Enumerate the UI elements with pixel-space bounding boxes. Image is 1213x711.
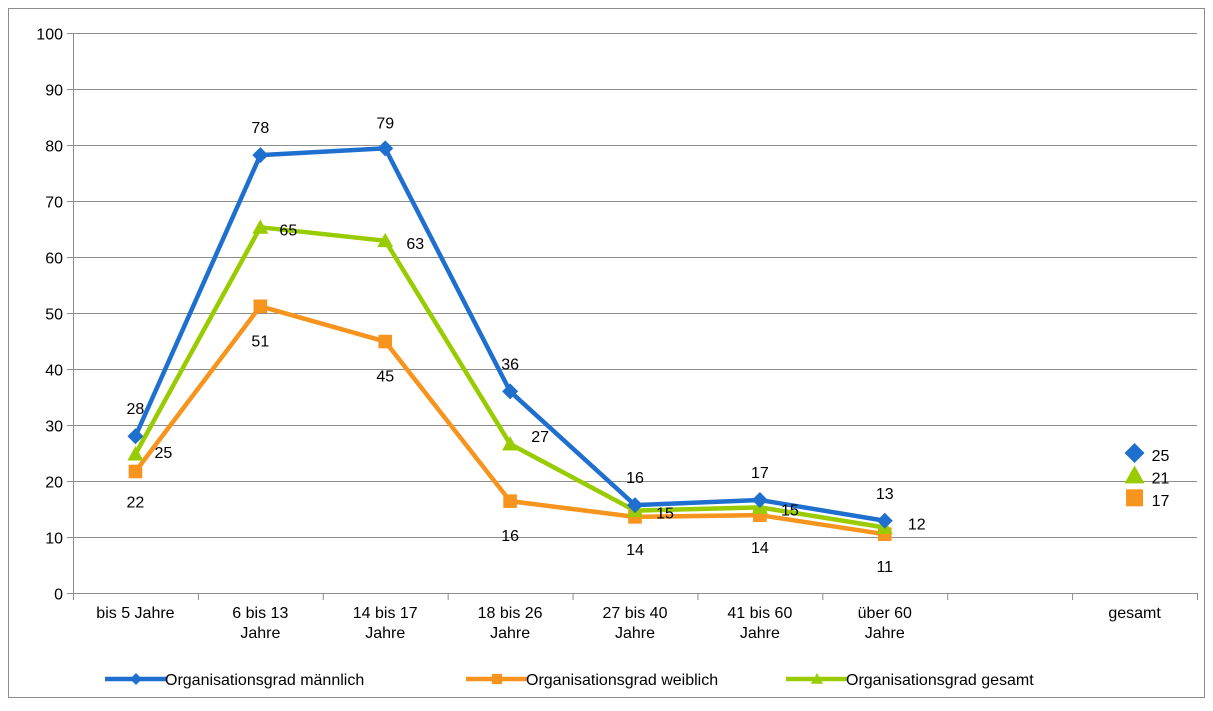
x-tick-label: Jahre: [865, 625, 905, 642]
x-tick-label: Jahre: [740, 625, 780, 642]
y-tick-label: 10: [45, 531, 63, 548]
data-label: 15: [656, 506, 674, 523]
legend-marker: [491, 673, 503, 685]
data-label: 21: [1152, 470, 1170, 487]
y-tick-label: 60: [45, 251, 63, 268]
data-point: [253, 299, 268, 314]
data-label: 12: [908, 516, 926, 533]
series-maennlich: [127, 140, 1145, 529]
y-tick-label: 20: [45, 475, 63, 492]
y-tick-label: 70: [45, 195, 63, 212]
x-tick-label: Jahre: [615, 625, 655, 642]
data-label: 16: [501, 528, 519, 545]
data-point: [751, 492, 768, 509]
data-point: [128, 464, 143, 479]
data-point: [503, 494, 517, 508]
legend-entry: Organisationsgrad weiblich: [466, 672, 718, 689]
data-label: 65: [279, 222, 297, 239]
data-label: 16: [626, 470, 644, 487]
data-point: [502, 383, 519, 400]
data-label: 63: [406, 236, 424, 253]
axes: 0 10 20 30 40 50 60 70 80 90 100 bis 5 Jahre 6 bis 1…: [36, 27, 1198, 642]
y-tick-label: 90: [45, 83, 63, 100]
x-tick-label: über 60: [858, 605, 912, 622]
x-tick-label: 41 bis 60: [727, 605, 792, 622]
data-label: 36: [501, 356, 519, 373]
x-tick-label: 18 bis 26: [478, 605, 543, 622]
y-tick-label: 40: [45, 363, 63, 380]
series-group: [127, 140, 1145, 541]
legend-entry: Organisationsgrad gesamt: [786, 672, 1034, 689]
legend-marker: [811, 673, 823, 684]
y-tick-label: 50: [45, 307, 63, 324]
data-label: 27: [531, 429, 549, 446]
x-tick-label: gesamt: [1108, 605, 1161, 622]
data-point: [127, 428, 144, 445]
x-tick-label: Jahre: [240, 625, 280, 642]
y-tick-label: 100: [36, 27, 63, 44]
data-label: 17: [1152, 493, 1170, 510]
chart-frame: [8, 8, 1205, 698]
gridlines: [73, 33, 1197, 538]
data-label: 13: [876, 486, 894, 503]
data-point: [377, 232, 394, 248]
data-point: [378, 334, 393, 349]
data-point: [377, 140, 394, 157]
legend-marker: [130, 673, 142, 685]
data-label: 79: [376, 115, 394, 132]
data-point: [502, 436, 519, 451]
data-label: 78: [251, 120, 269, 137]
data-point: [252, 219, 269, 234]
data-point: [627, 497, 643, 514]
data-label: 22: [127, 494, 145, 511]
data-label: 45: [376, 369, 394, 386]
data-labels: 28 78 79 36 16 17 13 25 22 51 45 16 14 14 11 17 25 65 63 27…: [127, 115, 1170, 576]
data-label: 17: [751, 465, 769, 482]
data-point: [1126, 489, 1144, 507]
x-tick-label: bis 5 Jahre: [96, 605, 174, 622]
data-label: 51: [251, 333, 269, 350]
legend-entry: Organisationsgrad männlich: [105, 672, 364, 689]
legend: Organisationsgrad männlich Organisationsg…: [105, 672, 1034, 689]
data-point: [127, 446, 144, 461]
x-tick-label: 6 bis 13: [232, 605, 288, 622]
x-tick-label: 27 bis 40: [603, 605, 668, 622]
data-point: [1124, 443, 1145, 463]
y-tick-label: 0: [54, 587, 63, 604]
x-tick-label: Jahre: [365, 625, 405, 642]
x-tick-label: Jahre: [490, 625, 530, 642]
data-point: [252, 147, 269, 164]
legend-label: Organisationsgrad gesamt: [846, 672, 1034, 689]
legend-label: Organisationsgrad weiblich: [526, 672, 718, 689]
data-label: 14: [751, 540, 769, 557]
x-tick-label: 14 bis 17: [353, 605, 418, 622]
y-tick-label: 30: [45, 419, 63, 436]
data-label: 25: [155, 445, 173, 462]
data-label: 14: [626, 542, 644, 559]
data-label: 25: [1152, 448, 1170, 465]
data-point: [876, 512, 893, 529]
data-label: 11: [876, 559, 893, 576]
data-label: 15: [781, 502, 799, 519]
legend-label: Organisationsgrad männlich: [165, 672, 364, 689]
data-label: 28: [127, 401, 145, 418]
data-point: [1124, 465, 1145, 484]
y-tick-label: 80: [45, 139, 63, 156]
